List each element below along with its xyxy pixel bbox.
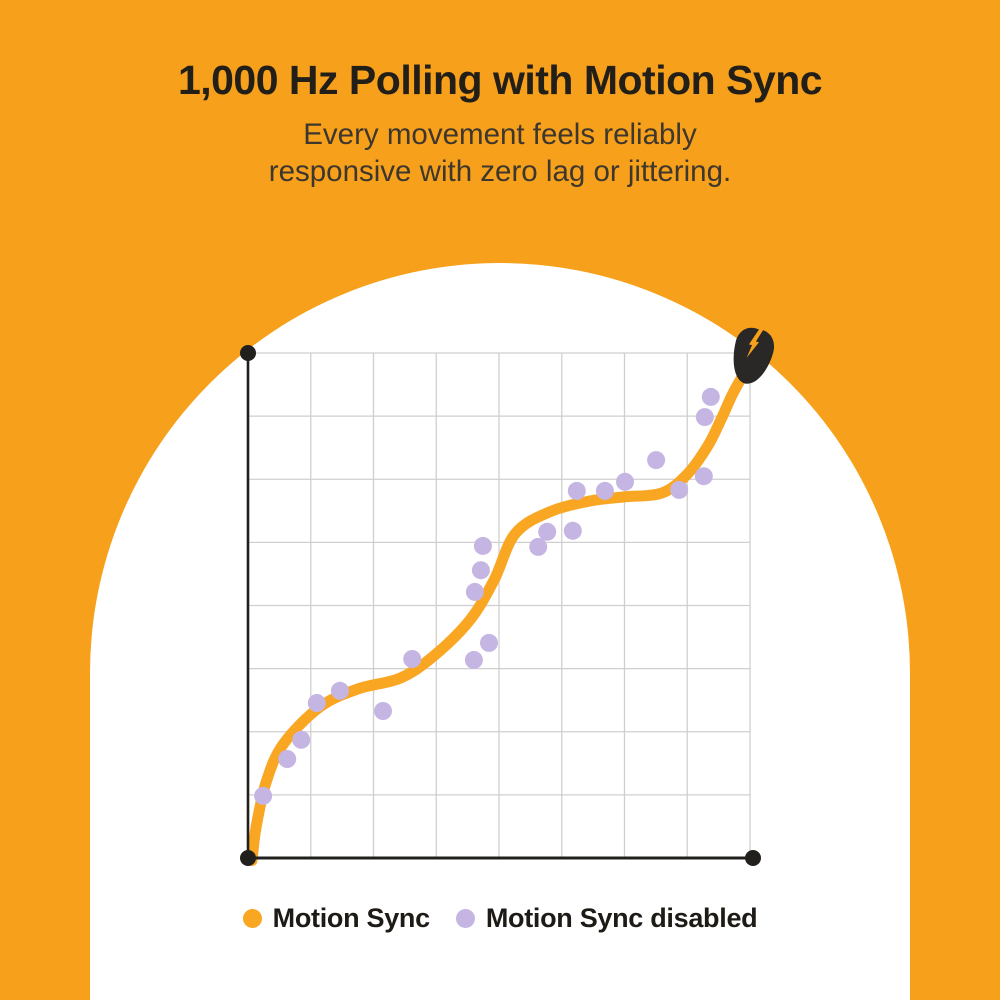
scatter-dot bbox=[374, 702, 392, 720]
motion-sync-line bbox=[246, 363, 752, 866]
scatter-dot bbox=[670, 480, 689, 499]
legend-label-motion-sync-disabled: Motion Sync disabled bbox=[485, 903, 758, 933]
scatter-dot bbox=[694, 467, 713, 486]
motion-sync-swatch bbox=[242, 909, 262, 928]
scatter-dot bbox=[278, 750, 297, 768]
mouse-body bbox=[733, 327, 775, 384]
scatter-dot bbox=[465, 582, 484, 601]
scatter-dot bbox=[695, 408, 714, 427]
subtitle-line-2: responsive with zero lag or jittering. bbox=[268, 154, 732, 188]
scatter-dot bbox=[403, 650, 422, 668]
axis-end-dot bbox=[745, 850, 762, 866]
scatter-dot bbox=[701, 387, 720, 406]
scatter-dot bbox=[480, 633, 498, 652]
axis-end-dot bbox=[240, 345, 256, 361]
scatter-dot bbox=[647, 451, 666, 470]
chart-legend: Motion Sync Motion Sync disabled bbox=[0, 903, 1000, 934]
scatter-dot bbox=[616, 472, 634, 491]
motion-sync-curve bbox=[246, 363, 752, 866]
grid-lines bbox=[248, 352, 751, 858]
scatter-dot bbox=[529, 537, 548, 556]
scatter-dot bbox=[471, 561, 490, 580]
scatter-dot bbox=[464, 651, 483, 669]
legend-item-motion-sync: Motion Sync bbox=[242, 903, 431, 934]
axes bbox=[240, 345, 762, 866]
subtitle: Every movement feels reliably responsive… bbox=[0, 117, 1000, 190]
scatter-dot bbox=[292, 730, 311, 749]
page-title: 1,000 Hz Polling with Motion Sync bbox=[177, 57, 823, 103]
legend-label-motion-sync: Motion Sync bbox=[272, 903, 431, 933]
scatter-dot bbox=[330, 681, 349, 700]
scatter-dot bbox=[563, 521, 582, 540]
scatter-dot bbox=[307, 694, 326, 712]
scatter-dot bbox=[254, 786, 273, 805]
mouse-icon bbox=[733, 327, 775, 384]
scatter-dots bbox=[254, 387, 720, 805]
scatter-dot bbox=[595, 481, 614, 500]
scatter-dot bbox=[473, 536, 492, 555]
header: 1,000 Hz Polling with Motion Sync Every … bbox=[0, 57, 1000, 190]
legend-item-motion-sync-disabled: Motion Sync disabled bbox=[455, 903, 758, 934]
scatter-dot bbox=[567, 481, 586, 500]
lightning-bolt-icon bbox=[746, 328, 764, 358]
hero-arch bbox=[90, 263, 910, 1000]
motion-sync-disabled-swatch bbox=[455, 909, 475, 928]
subtitle-line-1: Every movement feels reliably bbox=[303, 118, 697, 151]
axis-end-dot bbox=[240, 850, 256, 866]
scatter-dot bbox=[538, 522, 557, 541]
